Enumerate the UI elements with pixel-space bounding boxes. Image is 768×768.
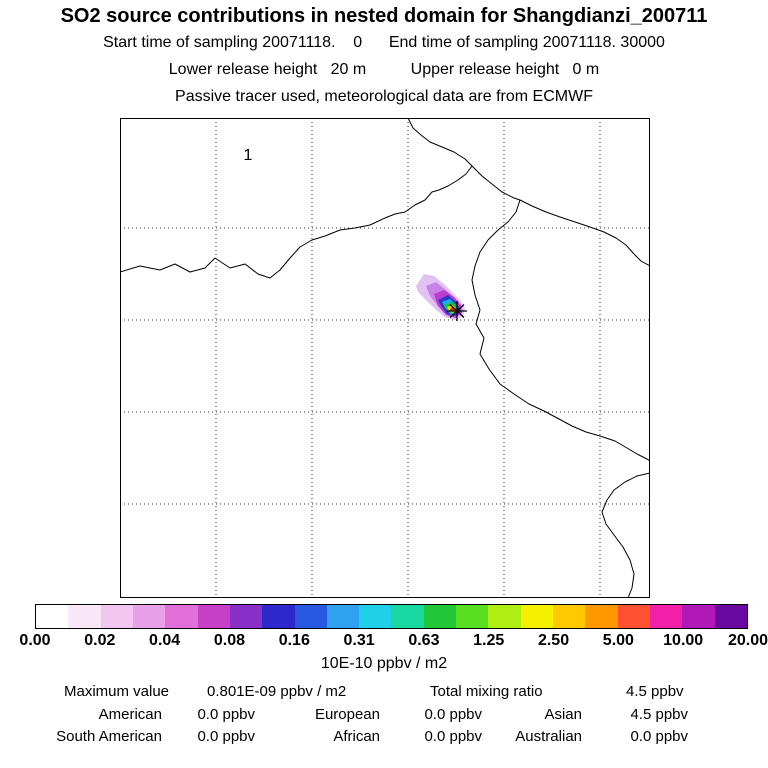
colorbar-tick-label: 10.00 [663,632,704,649]
colorbar-segment [714,605,747,628]
colorbar-segment [617,605,650,628]
map-frame [120,118,650,598]
continent-value: 0.0 ppbv [197,728,255,745]
colorbar-tick-label: 0.04 [149,632,181,649]
stats-row-continents-1: American 0.0 ppbv European 0.0 ppbv Asian 4.5… [0,706,688,723]
continent-value: 0.0 ppbv [197,706,255,723]
colorbar-tick-label: 0.16 [278,632,310,649]
colorbar-tick-label: 0.08 [213,632,246,649]
stats-row-continents-2: South American 0.0 ppbv African 0.0 ppbv Aus… [0,728,688,745]
colorbar-segment [520,605,553,628]
colorbar-segment [649,605,683,628]
subtitle-sampling-times: Start time of sampling 20071118. 0 End t… [103,34,665,51]
colorbar-tick-label: 2.50 [537,632,570,649]
total-mixing-ratio-value: 4.5 ppbv [626,683,684,700]
colorbar-tick-label: 5.00 [602,632,634,649]
colorbar-tick-label: 0.00 [19,632,51,649]
colorbar-segment [197,605,230,628]
colorbar-tick-label: 0.02 [84,632,116,649]
colorbar-segment [68,605,101,628]
colorbar-units-label: 10E-10 ppbv / m2 [320,655,448,672]
nest-domain-label: 1 [244,147,253,164]
colorbar-segment [391,605,424,628]
continent-value: 0.0 ppbv [424,728,482,745]
colorbar-segment [262,605,295,628]
continent-value: 4.5 ppbv [630,706,688,723]
colorbar-segment [553,605,586,628]
total-mixing-ratio-label: Total mixing ratio [430,683,543,700]
maximum-value: 0.801E-09 ppbv / m2 [207,683,347,700]
colorbar-segment [132,605,166,628]
colorbar-segment [165,605,198,628]
subtitle-release-heights: Lower release height 20 m Upper release … [168,61,600,78]
statistics-block: Maximum value 0.801E-09 ppbv / m2 Total … [0,683,768,763]
colorbar-segment [456,605,489,628]
continent-label: American [98,706,162,723]
colorbar-ticks: 0.00 0.02 0.04 0.08 0.16 0.31 0.63 1.25 2.50 5.00… [19,632,768,650]
continent-label: African [333,728,380,745]
continent-label: Australian [515,728,582,745]
colorbar-segment [423,605,457,628]
colorbar-tick-label: 1.25 [473,632,505,649]
subtitle-tracer-info: Passive tracer used, meteorological data… [175,88,593,105]
plume [416,274,465,320]
colorbar-segment [36,605,69,628]
colorbar-tick-label: 20.00 [727,632,768,649]
colorbar-segment [294,605,327,628]
maximum-value-label: Maximum value [64,683,170,700]
page-title: SO2 source contributions in nested domai… [60,5,708,27]
colorbar-segment [229,605,263,628]
colorbar-segment [326,605,360,628]
colorbar-tick-label: 0.63 [408,632,440,649]
colorbar-tick-label: 0.31 [343,632,375,649]
continent-value: 0.0 ppbv [630,728,688,745]
continent-label: South American [56,728,162,745]
colorbar-segment [100,605,133,628]
source-marker-icon [447,301,467,321]
colorbar-segment [585,605,618,628]
colorbar-segment [359,605,392,628]
map-canvas: 1 [120,118,650,598]
coastline [120,118,650,598]
continent-label: European [314,706,380,723]
continent-value: 0.0 ppbv [424,706,482,723]
colorbar [35,604,748,629]
colorbar-segment [488,605,521,628]
graticule-grid [120,118,650,598]
continent-label: Asian [544,706,582,723]
map-panel: 1 [120,118,650,598]
colorbar-segment [682,605,715,628]
